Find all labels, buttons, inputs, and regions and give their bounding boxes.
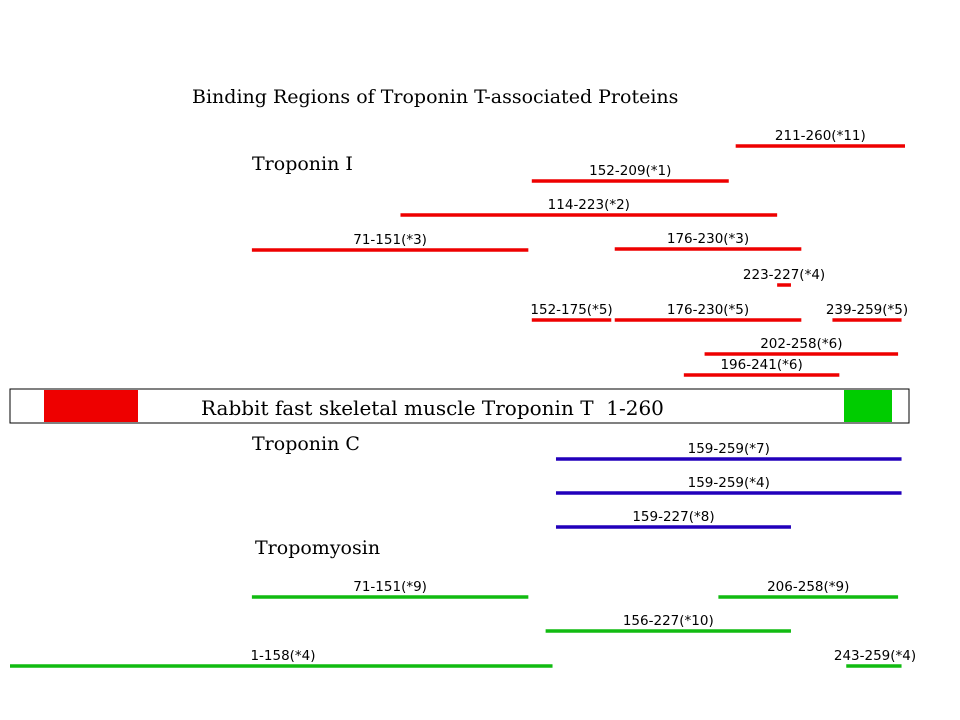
binding-range-label: 176-230(*5): [667, 302, 749, 318]
binding-range-label: 114-223(*2): [548, 197, 630, 213]
binding-range-label: 176-230(*3): [667, 231, 749, 247]
troponin-t-bar: [9, 388, 910, 424]
binding-range-label: 243-259(*4): [834, 648, 916, 664]
binding-range-label: 239-259(*5): [826, 302, 908, 318]
binding-range-label: 211-260(*11): [775, 128, 866, 144]
binding-range-label: 152-209(*1): [589, 163, 671, 179]
binding-range-label: 159-227(*8): [632, 509, 714, 525]
binding-range-label: 1-158(*4): [250, 648, 315, 664]
troponin-t-label: Rabbit fast skeletal muscle Troponin T 1…: [201, 396, 664, 420]
binding-range-label: 202-258(*6): [760, 336, 842, 352]
binding-range-label: 159-259(*7): [688, 441, 770, 457]
tropomyosin-heading: Tropomyosin: [255, 537, 381, 559]
binding-range-label: 223-227(*4): [743, 267, 825, 283]
troponin-t-green-block: [844, 390, 892, 422]
binding-range-label: 71-151(*9): [353, 579, 427, 595]
binding-range-label: 206-258(*9): [767, 579, 849, 595]
troponin-c-heading: Troponin C: [252, 433, 360, 455]
binding-range-label: 156-227(*10): [623, 613, 714, 629]
binding-range-label: 71-151(*3): [353, 232, 427, 248]
diagram-title: Binding Regions of Troponin T-associated…: [192, 86, 679, 108]
troponin-i-heading: Troponin I: [252, 153, 353, 175]
binding-range-label: 159-259(*4): [688, 475, 770, 491]
troponin-t-red-block: [44, 390, 138, 422]
binding-range-label: 196-241(*6): [720, 357, 802, 373]
binding-range-label: 152-175(*5): [530, 302, 612, 318]
